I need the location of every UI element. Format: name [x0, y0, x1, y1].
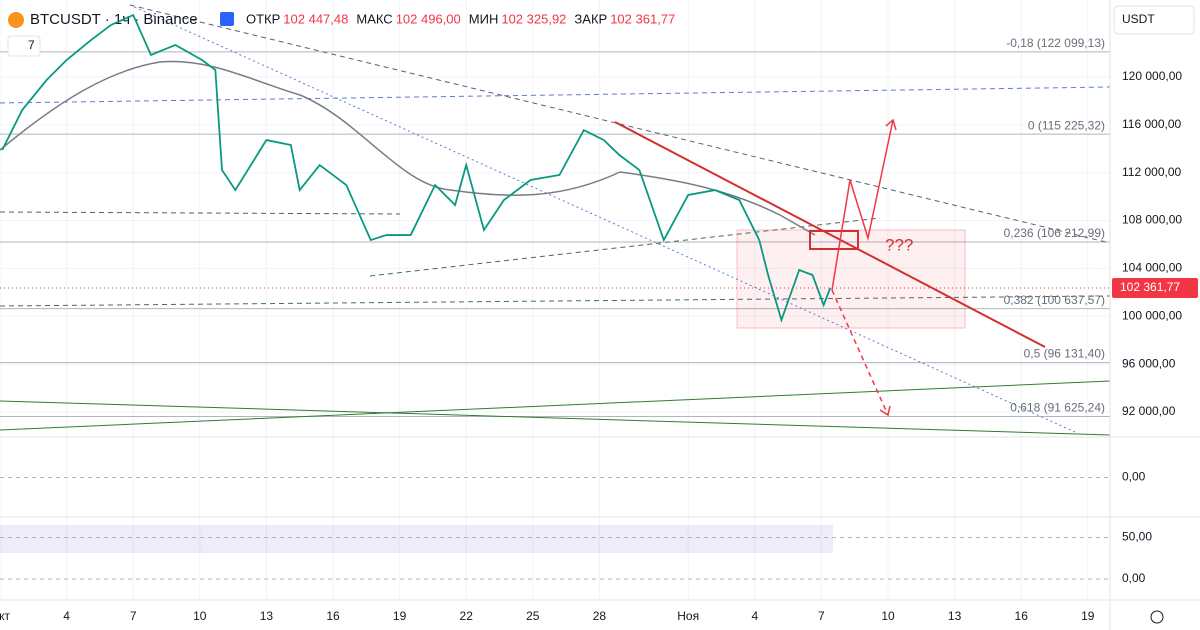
x-tick-label: 22: [460, 609, 474, 623]
y-tick-label: 112 000,00: [1122, 165, 1181, 179]
fib-label: 0,5 (96 131,40): [1024, 347, 1105, 361]
x-tick-label: кт: [0, 609, 10, 623]
last-price-tag: [1112, 278, 1198, 299]
scenario-arrow: [831, 289, 889, 416]
drawings: ???: [0, 4, 1111, 436]
x-tick-label: 28: [593, 609, 607, 623]
pane-tick-label: 0,00: [1122, 470, 1146, 484]
fib-label: 0,382 (100 637,57): [1004, 293, 1105, 307]
x-tick-label: 19: [1081, 609, 1095, 623]
x-tick-label: 16: [326, 609, 340, 623]
x-tick-label: 7: [130, 609, 137, 623]
channel-line: [129, 4, 1076, 433]
flag[interactable]: [220, 12, 234, 26]
x-tick-label: Ноя: [677, 609, 699, 623]
trend-line: [0, 380, 1111, 431]
coin-icon: [8, 12, 24, 28]
x-tick-label: 4: [63, 609, 70, 623]
y-tick-label: 96 000,00: [1122, 356, 1176, 370]
last-price: 102 361,77: [1120, 280, 1180, 294]
x-tick-label: 4: [751, 609, 758, 623]
field-value: 102 361,77: [610, 11, 675, 26]
fib-label: 0 (115 225,32): [1028, 118, 1105, 132]
indicators-count[interactable]: 7: [28, 38, 35, 52]
fib-label: 0,618 (91 625,24): [1010, 401, 1105, 415]
indicators-toggle[interactable]: [7, 35, 41, 57]
x-tick-label: 13: [260, 609, 274, 623]
rsi-band: [0, 525, 833, 553]
breakout-box: [809, 230, 859, 250]
trend-dashed: [0, 211, 401, 215]
x-tick-label: 25: [526, 609, 540, 623]
x-tick-label: 16: [1015, 609, 1029, 623]
price-line: [1, 13, 832, 323]
field-name: ЗАКР: [574, 11, 607, 26]
x-tick-label: 10: [881, 609, 895, 623]
field-name: МАКС: [356, 11, 392, 26]
scenario-arrow: [831, 119, 894, 291]
symbol[interactable]: BTCUSDT · 1ч · Binance: [30, 11, 198, 28]
field-name: МИН: [469, 11, 499, 26]
field-value: 102 447,48: [283, 11, 348, 26]
trend-dashed: [0, 86, 1111, 104]
resistance-line: [614, 121, 1046, 348]
x-tick-label: 10: [193, 609, 207, 623]
pane-tick-label: 50,00: [1122, 530, 1152, 544]
fib-label: 0,236 (106 212,99): [1004, 226, 1105, 240]
currency-button[interactable]: [1113, 5, 1195, 35]
trend-dashed: [369, 217, 881, 277]
field-name: ОТКР: [246, 11, 280, 26]
y-tick-label: 120 000,00: [1122, 69, 1182, 83]
currency[interactable]: USDT: [1122, 12, 1155, 26]
y-tick-label: 100 000,00: [1122, 308, 1182, 322]
x-tick-label: 7: [818, 609, 825, 623]
x-tick-label: 19: [393, 609, 407, 623]
y-tick-label: 92 000,00: [1122, 404, 1176, 418]
x-tick-label: 13: [948, 609, 962, 623]
field-value: 102 325,92: [501, 11, 566, 26]
arrow-head: [879, 405, 891, 417]
arrow-head: [885, 118, 897, 131]
trend-line: [0, 400, 1111, 436]
settings-icon[interactable]: [1150, 610, 1164, 624]
moving-average: [0, 60, 816, 236]
field-value: 102 496,00: [396, 11, 461, 26]
y-tick-label: 108 000,00: [1122, 213, 1182, 227]
y-tick-label: 116 000,00: [1122, 117, 1181, 131]
y-tick-label: 104 000,00: [1122, 261, 1182, 275]
fib-label: -0,18 (122 099,13): [1006, 36, 1105, 50]
pane-tick-label: 0,00: [1122, 571, 1146, 585]
annotation: ???: [885, 235, 913, 254]
